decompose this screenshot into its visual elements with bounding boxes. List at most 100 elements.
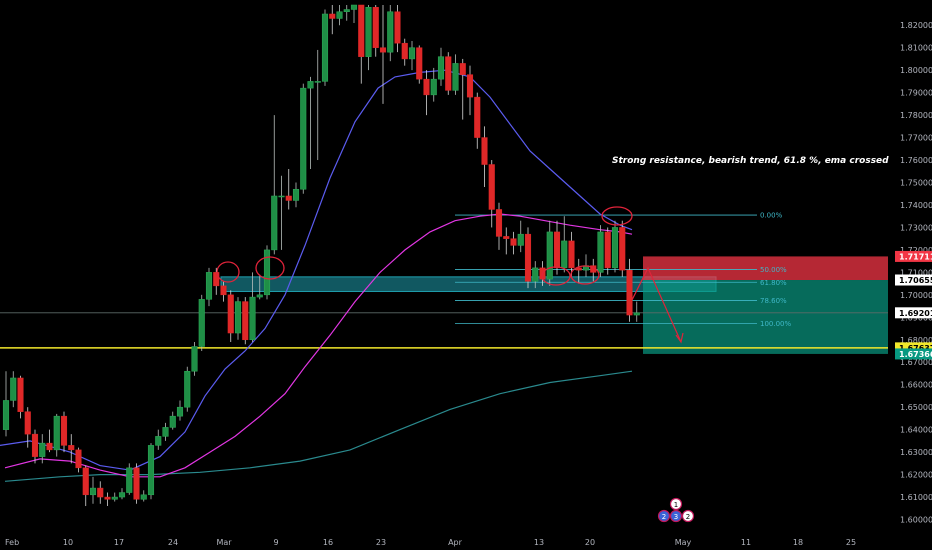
candle[interactable]: [358, 4, 365, 57]
candle[interactable]: [481, 137, 488, 165]
candle[interactable]: [111, 496, 118, 500]
candle[interactable]: [82, 467, 89, 496]
candle[interactable]: [53, 415, 60, 451]
candle[interactable]: [568, 240, 575, 269]
candle[interactable]: [292, 188, 300, 201]
candle[interactable]: [17, 377, 24, 412]
candle[interactable]: [278, 195, 285, 198]
candle[interactable]: [249, 296, 256, 341]
candle[interactable]: [350, 4, 358, 10]
candle[interactable]: [459, 63, 466, 75]
drawn-circle[interactable]: [601, 206, 633, 226]
candle[interactable]: [118, 492, 126, 498]
ema-slow-line[interactable]: [4, 370, 633, 482]
drawn-circle[interactable]: [570, 265, 600, 285]
candle[interactable]: [321, 13, 329, 82]
candle[interactable]: [379, 47, 387, 53]
candle[interactable]: [561, 240, 568, 269]
candle[interactable]: [365, 6, 372, 57]
candle[interactable]: [176, 406, 184, 417]
candle[interactable]: [597, 231, 604, 273]
candle[interactable]: [307, 81, 314, 89]
candle[interactable]: [140, 494, 147, 500]
ema-mid-line[interactable]: [4, 213, 633, 478]
candle[interactable]: [2, 400, 10, 430]
candle[interactable]: [155, 436, 162, 446]
candle[interactable]: [24, 411, 31, 435]
candle[interactable]: [60, 415, 68, 446]
candle[interactable]: [532, 267, 539, 282]
candle[interactable]: [285, 195, 292, 201]
price-tag[interactable]: [895, 274, 932, 286]
candle[interactable]: [633, 312, 640, 316]
candle[interactable]: [604, 231, 611, 269]
candle[interactable]: [205, 272, 213, 300]
candle[interactable]: [437, 56, 445, 80]
candle[interactable]: [314, 81, 321, 83]
candle[interactable]: [271, 195, 278, 251]
candle[interactable]: [10, 377, 17, 401]
candle[interactable]: [474, 96, 481, 138]
resistance-zone[interactable]: [220, 276, 717, 292]
candle[interactable]: [626, 269, 633, 316]
candle[interactable]: [89, 487, 97, 496]
candle[interactable]: [300, 87, 307, 190]
event-badge[interactable]: [669, 497, 683, 511]
drawn-circle[interactable]: [216, 261, 240, 283]
drawn-circle[interactable]: [255, 256, 285, 280]
candle[interactable]: [408, 47, 416, 60]
time-axis[interactable]: Feb 10 17 24 Mar 9 16 23 Apr 13 20 May 11 18 25: [0, 533, 932, 550]
candle[interactable]: [517, 233, 524, 246]
event-badge[interactable]: [657, 509, 671, 523]
candle[interactable]: [466, 74, 474, 98]
candle[interactable]: [133, 467, 140, 500]
candle[interactable]: [75, 449, 82, 469]
candle[interactable]: [46, 442, 53, 451]
candle[interactable]: [619, 227, 626, 271]
candle[interactable]: [336, 11, 343, 19]
price-axis[interactable]: 1.82000 1.81000 1.80000 1.79000 1.78000 1.770…: [888, 0, 932, 550]
candle[interactable]: [104, 496, 111, 500]
candle[interactable]: [242, 301, 249, 341]
candle[interactable]: [126, 467, 133, 493]
price-tag[interactable]: [895, 348, 932, 360]
drawn-circle[interactable]: [541, 266, 571, 286]
candle[interactable]: [234, 301, 242, 334]
candle[interactable]: [343, 9, 350, 12]
candle[interactable]: [31, 433, 39, 457]
price-tag[interactable]: [895, 342, 932, 354]
candle[interactable]: [430, 78, 437, 96]
candle[interactable]: [546, 231, 553, 280]
candle[interactable]: [256, 294, 263, 298]
candle[interactable]: [387, 11, 394, 53]
stop-loss-zone[interactable]: [643, 256, 888, 281]
candle[interactable]: [553, 231, 561, 269]
event-badge[interactable]: [669, 509, 683, 523]
candle[interactable]: [524, 233, 532, 282]
candle[interactable]: [184, 370, 191, 408]
candle[interactable]: [198, 299, 205, 347]
price-tag[interactable]: [895, 250, 932, 262]
candle[interactable]: [191, 346, 198, 372]
candle[interactable]: [510, 238, 517, 246]
candle[interactable]: [423, 78, 430, 96]
candle[interactable]: [495, 209, 503, 237]
candle[interactable]: [488, 164, 495, 210]
candle[interactable]: [162, 427, 169, 437]
take-profit-zone[interactable]: [643, 280, 888, 354]
candle[interactable]: [394, 11, 401, 44]
candle[interactable]: [147, 445, 155, 496]
candle[interactable]: [220, 285, 227, 296]
candle[interactable]: [227, 294, 234, 334]
candle[interactable]: [445, 56, 452, 91]
candle[interactable]: [452, 63, 459, 91]
projection-arrow[interactable]: [631, 266, 682, 343]
event-badge[interactable]: [681, 509, 695, 523]
candle[interactable]: [401, 42, 408, 60]
candle[interactable]: [213, 272, 220, 287]
price-tag[interactable]: [895, 307, 932, 319]
candle[interactable]: [329, 13, 336, 19]
candle[interactable]: [503, 236, 510, 239]
candle[interactable]: [97, 487, 104, 498]
